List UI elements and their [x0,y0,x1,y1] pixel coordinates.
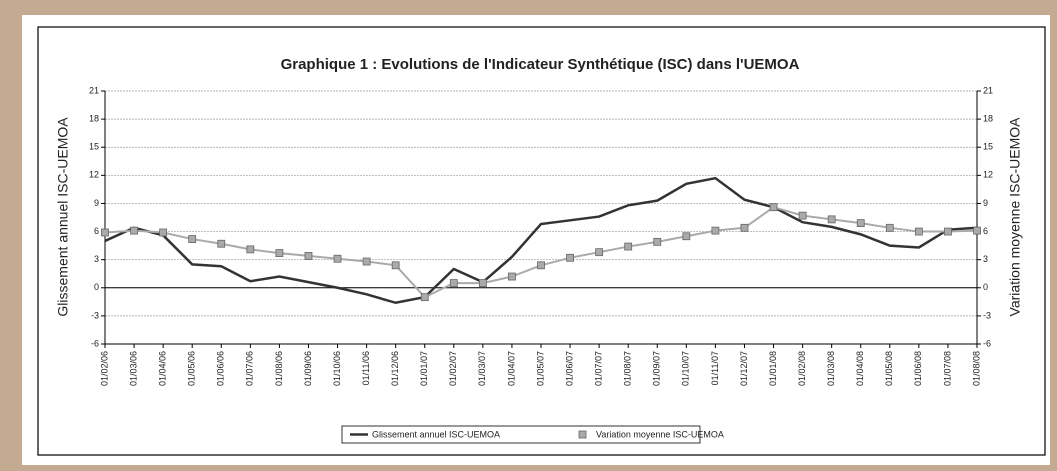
x-tick-label: 01/08/07 [623,351,633,386]
y2-tick-label: 3 [983,254,988,264]
y2-tick-label: 15 [983,142,993,152]
series-line [104,176,978,305]
x-tick-label: 01/04/07 [506,351,516,386]
x-tick-label: 01/06/07 [564,351,574,386]
point [275,249,284,258]
x-tick-label: 01/06/06 [216,351,226,386]
x-tick-label: 01/07/07 [594,351,604,386]
point [944,227,952,236]
x-tick-label: 01/08/08 [971,351,981,386]
x-tick-label: 01/04/08 [855,351,865,386]
point [391,261,400,270]
x-tick-label: 01/03/08 [826,351,836,386]
point [682,232,691,241]
x-tick-label: 01/10/07 [681,351,691,386]
x-tick-label: 01/07/06 [245,351,255,386]
point [188,235,197,243]
y-tick-label: 21 [89,85,99,95]
point [362,257,371,266]
x-tick-label: 01/10/06 [332,351,342,386]
x-tick-label: 01/11/07 [710,351,720,385]
x-tick-label: 01/01/07 [419,351,429,386]
point [246,245,255,254]
x-tick-label: 01/01/08 [768,351,778,386]
point [914,227,923,236]
x-tick-label: 01/08/06 [274,351,284,386]
y-tick-label: 6 [94,226,99,236]
x-tick-label: 01/11/06 [361,351,371,385]
point [798,211,807,220]
point [159,228,168,237]
y-tick-label: 3 [94,254,99,264]
x-tick-label: 01/06/08 [913,351,923,386]
x-tick-label: 01/12/06 [390,351,400,386]
y-tick-label: 18 [89,113,99,123]
x-tick-label: 01/02/07 [448,351,458,386]
point [595,248,604,257]
y2-tick-label: 6 [983,226,988,236]
y-tick-label: 9 [94,198,99,208]
point [130,226,138,235]
point [740,223,749,232]
y-tick-label: 12 [89,170,99,180]
point [508,272,516,281]
point [333,254,342,263]
point [827,215,836,224]
point [856,219,865,228]
y-tick-label: 0 [94,282,99,292]
x-tick-label: 01/02/08 [797,351,807,386]
point [624,242,633,251]
point [101,228,109,237]
x-tick-label: 01/04/06 [158,351,168,386]
y2-tick-label: 12 [983,170,993,180]
point [420,293,429,302]
legend-label: Variation moyenne ISC-UEMOA [596,429,724,439]
x-tick-label: 01/05/07 [535,351,545,386]
y2-tick-label: -3 [983,310,991,320]
point [769,203,778,212]
y2-tick-label: 18 [983,113,993,123]
point [711,226,720,235]
legend-label: Glissement annuel ISC-UEMOA [372,429,500,439]
x-tick-label: 01/03/06 [128,351,138,386]
point [478,279,487,287]
point [973,226,981,235]
x-tick-label: 01/07/08 [942,351,952,386]
point [304,252,313,260]
chart-title: Graphique 1 : Evolutions de l'Indicateur… [281,56,800,73]
x-tick-label: 01/03/07 [477,351,487,386]
point [537,261,545,270]
y2-tick-label: 9 [983,198,988,208]
point [885,223,894,232]
y-tick-label: -6 [91,338,99,348]
point [566,253,574,262]
x-tick-label: 01/09/07 [652,351,662,386]
y2-tick-label: -6 [983,338,991,348]
point [217,239,226,248]
legend-swatch [578,430,587,439]
point [449,279,458,287]
point [653,237,662,246]
legend-box [341,425,701,444]
y-tick-label: -3 [91,310,99,320]
y2-tick-label: 21 [983,85,993,95]
x-tick-label: 01/12/07 [739,351,749,386]
x-tick-label: 01/05/08 [884,351,894,386]
x-tick-label: 01/09/06 [303,351,313,386]
x-tick-label: 01/02/06 [99,351,109,386]
y-tick-label: 15 [89,142,99,152]
y-axis-label: Glissement annuel ISC-UEMOA [55,117,71,317]
x-tick-label: 01/05/06 [187,351,197,386]
y2-tick-label: 0 [983,282,988,292]
y2-axis-label: Variation moyenne ISC-UEMOA [1007,117,1023,317]
